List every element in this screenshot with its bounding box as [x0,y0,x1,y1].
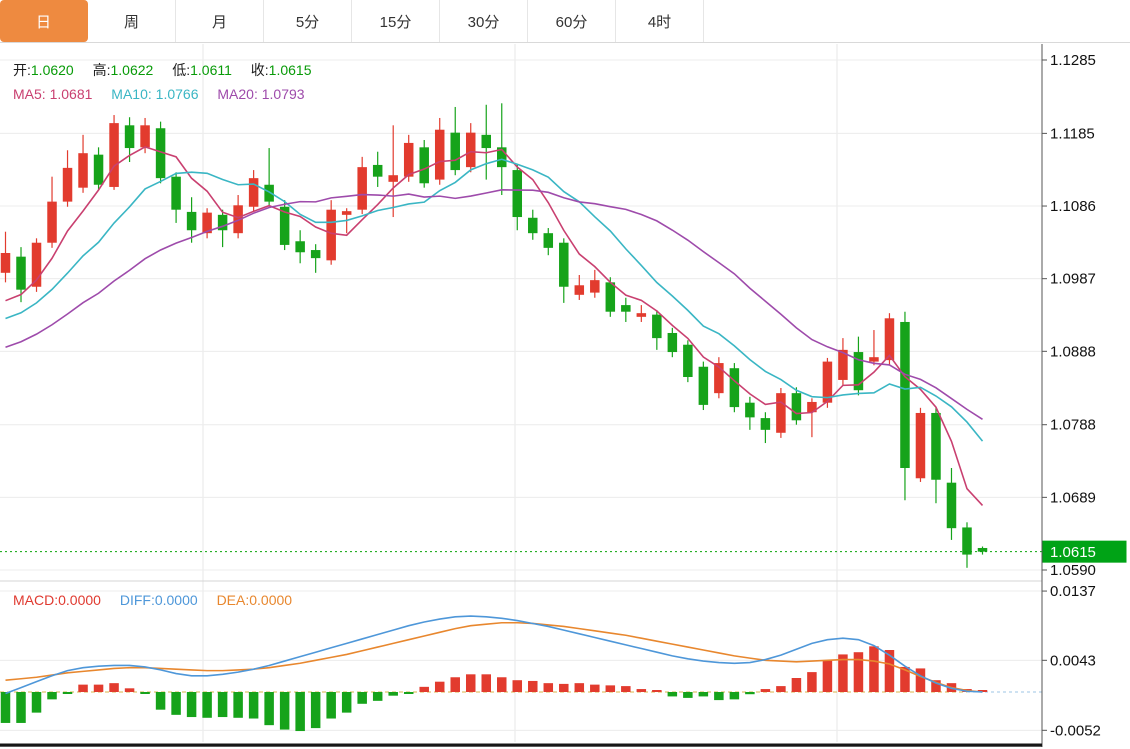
ohlc-legend: 开:1.0620 高:1.0622 低:1.0611 收:1.0615 [13,60,327,80]
svg-text:1.0788: 1.0788 [1050,417,1096,434]
timeframe-tabbar: 日 周 月 5分 15分 30分 60分 4时 [0,0,1130,43]
close-value: 1.0615 [268,62,312,78]
svg-text:1.1285: 1.1285 [1050,52,1096,69]
svg-text:0.0137: 0.0137 [1050,583,1096,600]
low-label: 低: [172,62,191,78]
tab-30min[interactable]: 30分 [440,0,528,42]
diff-readout: DIFF:0.0000 [119,592,198,608]
dea-readout: DEA:0.0000 [216,592,293,608]
tab-15min[interactable]: 15分 [352,0,440,42]
svg-text:1.0689: 1.0689 [1050,489,1096,506]
macd-legend: MACD:0.0000 DIFF:0.0000 DEA:0.0000 [13,592,307,608]
high-label: 高: [92,62,111,78]
macd-readout: MACD:0.0000 [13,592,101,608]
ma20-readout: MA20: 1.0793 [217,86,305,102]
svg-text:1.0888: 1.0888 [1050,343,1096,360]
svg-text:1.0615: 1.0615 [1050,544,1096,561]
tab-5min[interactable]: 5分 [264,0,352,42]
ma5-readout: MA5: 1.0681 [13,86,93,102]
low-value: 1.0611 [190,62,232,78]
open-value: 1.0620 [30,62,74,78]
svg-text:1.1185: 1.1185 [1050,125,1095,142]
tab-day[interactable]: 日 [0,0,88,42]
open-label: 开: [13,62,31,78]
tab-month[interactable]: 月 [176,0,264,42]
tab-week[interactable]: 周 [88,0,176,42]
svg-text:1.0987: 1.0987 [1050,271,1096,288]
tab-60min[interactable]: 60分 [528,0,616,42]
svg-text:1.1086: 1.1086 [1050,198,1096,215]
ma-legend: MA5: 1.0681 MA10: 1.0766 MA20: 1.0793 [13,86,320,102]
svg-text:0.0043: 0.0043 [1050,652,1096,669]
high-value: 1.0622 [110,62,154,78]
close-label: 收: [250,62,269,78]
svg-text:-0.0052: -0.0052 [1050,722,1101,739]
ma10-readout: MA10: 1.0766 [111,86,199,102]
svg-text:1.0590: 1.0590 [1050,562,1096,579]
tab-4hour[interactable]: 4时 [616,0,704,42]
